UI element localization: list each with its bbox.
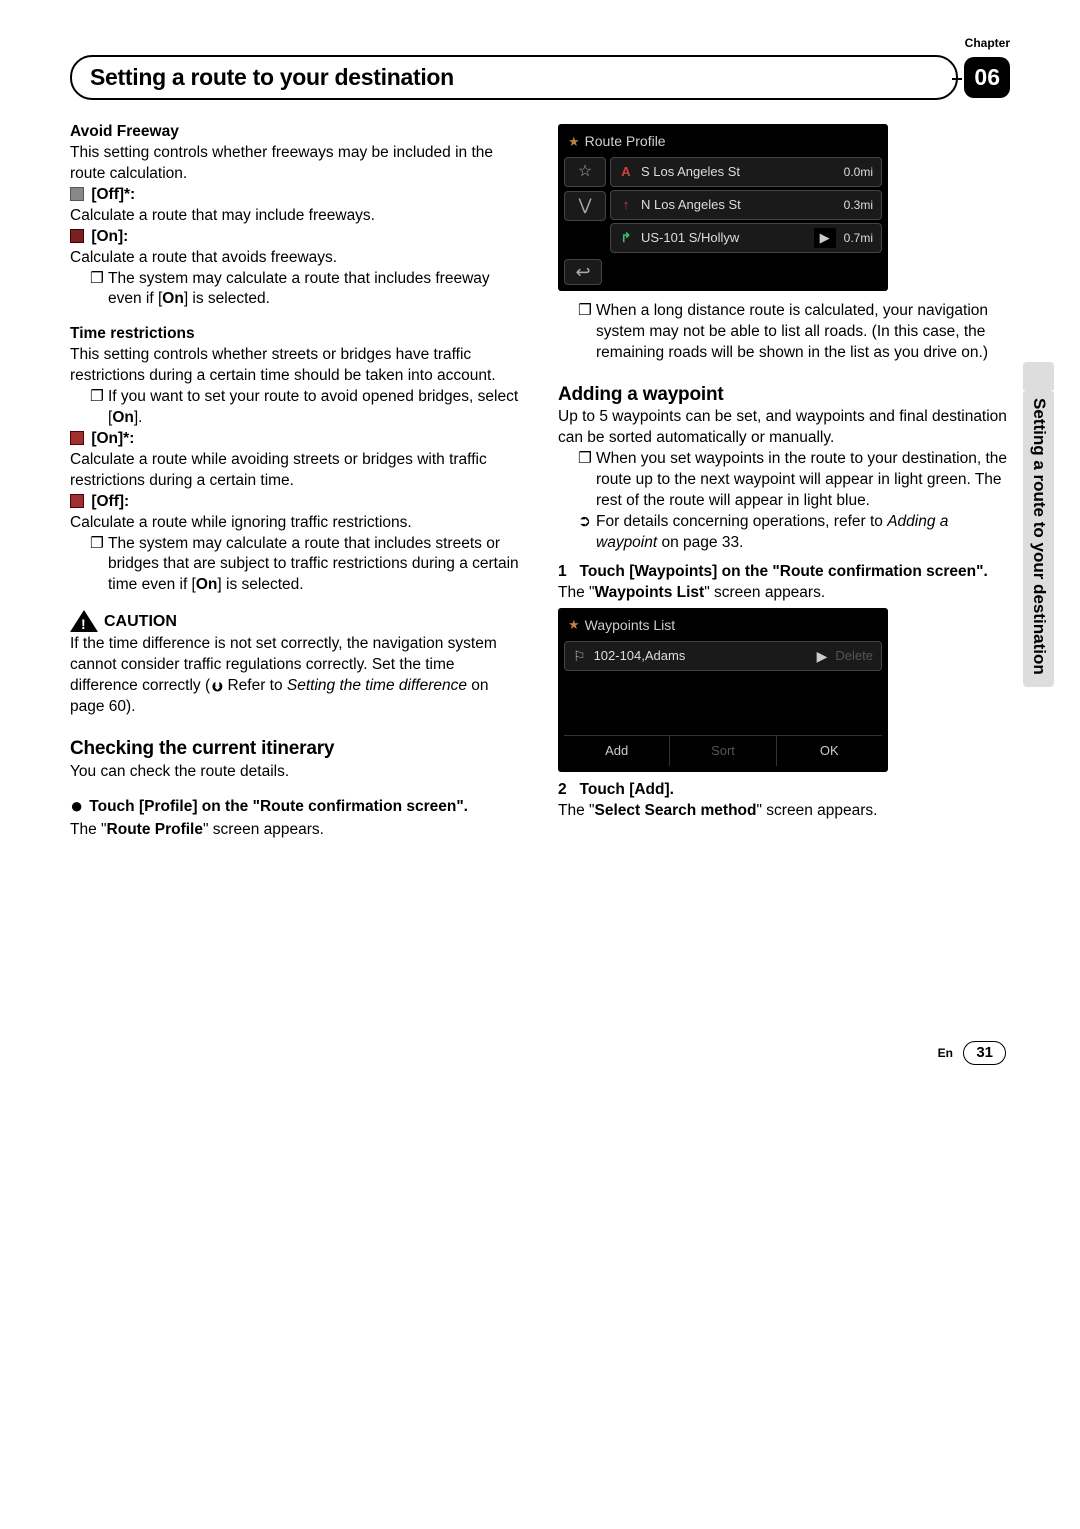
- refer-icon: ➲: [578, 512, 596, 554]
- waypoint-step2-result: The "Select Search method" screen appear…: [558, 801, 1010, 822]
- waypoint-step1-result: The "Waypoints List" screen appears.: [558, 583, 1010, 604]
- ss-title-bar: ★Route Profile: [564, 130, 882, 157]
- avoid-freeway-note: ❐ The system may calculate a route that …: [90, 269, 522, 311]
- avoid-freeway-off-desc: Calculate a route that may include freew…: [70, 206, 522, 227]
- footer-lang: En: [938, 1046, 953, 1060]
- merge-icon: ↱: [619, 229, 633, 247]
- route-row-label: S Los Angeles St: [641, 163, 836, 181]
- play-icon[interactable]: ▶: [814, 228, 836, 248]
- bullet-dot-icon: ●: [70, 793, 83, 818]
- star-icon: ★: [568, 133, 580, 151]
- caution-label: CAUTION: [104, 611, 177, 633]
- caution-body: If the time difference is not set correc…: [70, 634, 522, 718]
- note-bullet-icon: ❐: [90, 269, 108, 311]
- route-row[interactable]: A S Los Angeles St 0.0mi: [610, 157, 882, 187]
- waypoints-list-screenshot: ★Waypoints List ⚐ 102-104,Adams ▶ Delete…: [558, 608, 888, 772]
- route-row-label: US-101 S/Hollyw: [641, 229, 806, 247]
- checking-step-title: ●Touch [Profile] on the "Route confirmat…: [70, 791, 522, 821]
- page-header: Setting a route to your destination 06: [70, 55, 1010, 100]
- freeway-on-icon: [70, 229, 84, 243]
- avoid-freeway-on-desc: Calculate a route that avoids freeways.: [70, 248, 522, 269]
- waypoint-row-label: 102-104,Adams: [594, 647, 809, 665]
- route-row[interactable]: ↱ US-101 S/Hollyw ▶ 0.7mi: [610, 223, 882, 253]
- route-row-label: N Los Angeles St: [641, 196, 836, 214]
- route-row-dist: 0.3mi: [844, 197, 873, 213]
- note-bullet-icon: ❐: [90, 387, 108, 429]
- chapter-number-badge: 06: [964, 57, 1010, 98]
- route-row-dist: 0.7mi: [844, 230, 873, 246]
- note-bullet-icon: ❐: [578, 449, 596, 512]
- right-column: ★Route Profile ☆ ⋁ A S Los Angeles St 0.…: [558, 120, 1010, 841]
- flag-icon: ⚐: [573, 647, 586, 666]
- time-on-desc: Calculate a route while avoiding streets…: [70, 450, 522, 492]
- sort-button[interactable]: Sort: [669, 736, 775, 766]
- avoid-freeway-off-label: [Off]*:: [70, 185, 522, 206]
- adding-waypoint-title: Adding a waypoint: [558, 382, 1010, 408]
- caution-header: CAUTION: [70, 610, 522, 632]
- time-restrictions-note: ❐ The system may calculate a route that …: [90, 534, 522, 597]
- play-icon[interactable]: ▶: [817, 647, 828, 666]
- checking-intro: You can check the route details.: [70, 762, 522, 783]
- route-row-dist: 0.0mi: [844, 164, 873, 180]
- star-icon: ★: [568, 616, 580, 634]
- ss-title-bar: ★Waypoints List: [564, 614, 882, 641]
- time-restrictions-title: Time restrictions: [70, 324, 522, 345]
- left-column: Avoid Freeway This setting controls whet…: [70, 120, 522, 841]
- waypoint-step2: 2 Touch [Add].: [558, 780, 1010, 801]
- ok-button[interactable]: OK: [776, 736, 882, 766]
- waypoint-bullet-2: ➲ For details concerning operations, ref…: [578, 512, 1010, 554]
- chapter-label: Chapter: [965, 35, 1010, 51]
- scroll-down-button[interactable]: ⋁: [564, 191, 606, 221]
- avoid-freeway-title: Avoid Freeway: [70, 122, 522, 143]
- checking-itinerary-title: Checking the current itinerary: [70, 736, 522, 762]
- page-footer: En 31: [70, 1041, 1010, 1065]
- waypoint-row[interactable]: ⚐ 102-104,Adams ▶ Delete: [564, 641, 882, 672]
- footer-page-number: 31: [963, 1041, 1006, 1065]
- avoid-freeway-on-label: [On]:: [70, 227, 522, 248]
- long-route-note: ❐ When a long distance route is calculat…: [578, 301, 1010, 364]
- note-bullet-icon: ❐: [90, 534, 108, 597]
- delete-button[interactable]: Delete: [835, 647, 873, 665]
- time-off-icon: [70, 494, 84, 508]
- note-bullet-icon: ❐: [578, 301, 596, 364]
- side-tab: Setting a route to your destination: [1023, 390, 1054, 687]
- add-button[interactable]: Add: [564, 736, 669, 766]
- time-on-icon: [70, 431, 84, 445]
- caution-triangle-icon: [70, 610, 98, 632]
- time-off-desc: Calculate a route while ignoring traffic…: [70, 513, 522, 534]
- time-off-label: [Off]:: [70, 492, 522, 513]
- scroll-up-button[interactable]: ☆: [564, 157, 606, 187]
- waypoint-bullet-1: ❐ When you set waypoints in the route to…: [578, 449, 1010, 512]
- page-title: Setting a route to your destination: [70, 55, 958, 100]
- time-restrictions-intro: This setting controls whether streets or…: [70, 345, 522, 387]
- time-on-label: [On]*:: [70, 429, 522, 450]
- avoid-freeway-intro: This setting controls whether freeways m…: [70, 143, 522, 185]
- waypoint-step1: 1 Touch [Waypoints] on the "Route confir…: [558, 562, 1010, 583]
- arrow-up-icon: ↑: [619, 196, 633, 214]
- waypoint-intro: Up to 5 waypoints can be set, and waypoi…: [558, 407, 1010, 449]
- freeway-off-icon: [70, 187, 84, 201]
- route-row[interactable]: ↑ N Los Angeles St 0.3mi: [610, 190, 882, 220]
- marker-a-icon: A: [619, 163, 633, 181]
- route-profile-screenshot: ★Route Profile ☆ ⋁ A S Los Angeles St 0.…: [558, 124, 888, 291]
- refer-icon: ➲: [206, 680, 227, 693]
- time-restrictions-bullet: ❐ If you want to set your route to avoid…: [90, 387, 522, 429]
- back-button[interactable]: ↩: [564, 259, 602, 285]
- checking-result: The "Route Profile" screen appears.: [70, 820, 522, 841]
